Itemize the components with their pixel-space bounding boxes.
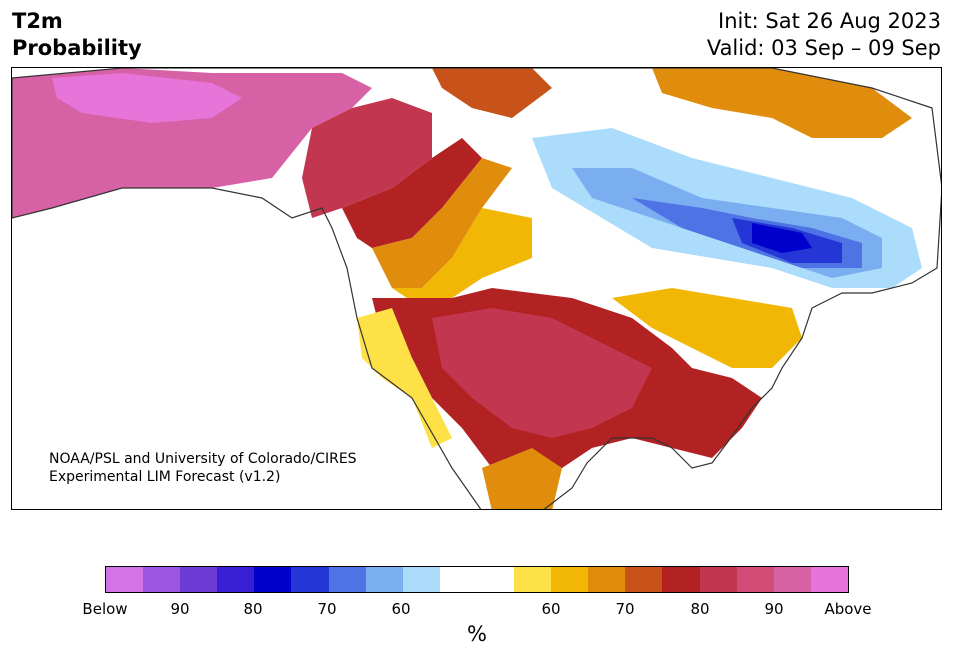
us-above-80 xyxy=(432,308,652,438)
quebec-below-75 xyxy=(752,223,812,253)
colorbar-segment xyxy=(662,567,700,592)
colorbar-segment xyxy=(254,567,292,592)
colorbar-tick-label: 60 xyxy=(541,600,561,618)
credit-text: NOAA/PSL and University of Colorado/CIRE… xyxy=(49,450,357,486)
colorbar-segment xyxy=(625,567,663,592)
colorbar xyxy=(105,566,849,593)
prairie-above-60 xyxy=(392,208,532,308)
colorbar-tick-label: 90 xyxy=(170,600,190,618)
yukon-above-80 xyxy=(302,98,432,218)
bc-above-75 xyxy=(342,138,482,248)
colorbar-segment xyxy=(773,567,811,592)
colorbar-segment xyxy=(365,567,403,592)
colorbar-tick-label: 60 xyxy=(391,600,411,618)
colorbar-segment xyxy=(588,567,626,592)
colorbar-segment xyxy=(736,567,774,592)
colorbar-segment xyxy=(699,567,737,592)
variable-title: T2m xyxy=(12,9,63,33)
probability-map xyxy=(12,68,941,509)
map-panel xyxy=(11,67,942,510)
alaska-above-max xyxy=(52,73,242,123)
init-date: Init: Sat 26 Aug 2023 xyxy=(718,9,941,33)
mexico-above-65 xyxy=(482,448,562,509)
colorbar-tick-label: Below xyxy=(82,600,128,618)
title-block-left: T2m Probability xyxy=(12,8,142,62)
colorbar-segment xyxy=(217,567,255,592)
rockies-above-65 xyxy=(372,158,512,288)
colorbar-segment xyxy=(291,567,329,592)
title-block-right: Init: Sat 26 Aug 2023 Valid: 03 Sep – 09… xyxy=(707,8,941,62)
colorbar-tick-label: 70 xyxy=(615,600,635,618)
west-coast-above-55 xyxy=(357,308,452,448)
colorbar-tick-label: 80 xyxy=(690,600,710,618)
colorbar-segment xyxy=(514,567,552,592)
colorbar-tick-label: 80 xyxy=(243,600,263,618)
colorbar-segment xyxy=(143,567,181,592)
colorbar-segment xyxy=(328,567,366,592)
colorbar-segment xyxy=(106,567,144,592)
colorbar-segment xyxy=(439,567,477,592)
arctic-above-65 xyxy=(652,68,912,138)
colorbar-segment xyxy=(180,567,218,592)
colorbar-tick-label: 90 xyxy=(764,600,784,618)
colorbar-unit: % xyxy=(467,622,487,646)
colorbar-segment xyxy=(810,567,848,592)
coastline xyxy=(12,68,941,509)
great-lakes-above-60 xyxy=(612,288,802,368)
valid-range: Valid: 03 Sep – 09 Sep xyxy=(706,36,941,60)
colorbar-segment xyxy=(476,567,515,592)
arctic-above-70 xyxy=(432,68,552,118)
credit-line-1: NOAA/PSL and University of Colorado/CIRE… xyxy=(49,451,357,467)
colorbar-tick-label: 70 xyxy=(317,600,337,618)
colorbar-segment xyxy=(402,567,440,592)
credit-line-2: Experimental LIM Forecast (v1.2) xyxy=(49,469,281,485)
colorbar-segment xyxy=(551,567,589,592)
product-title: Probability xyxy=(12,36,142,60)
colorbar-tick-label: Above xyxy=(824,600,872,618)
